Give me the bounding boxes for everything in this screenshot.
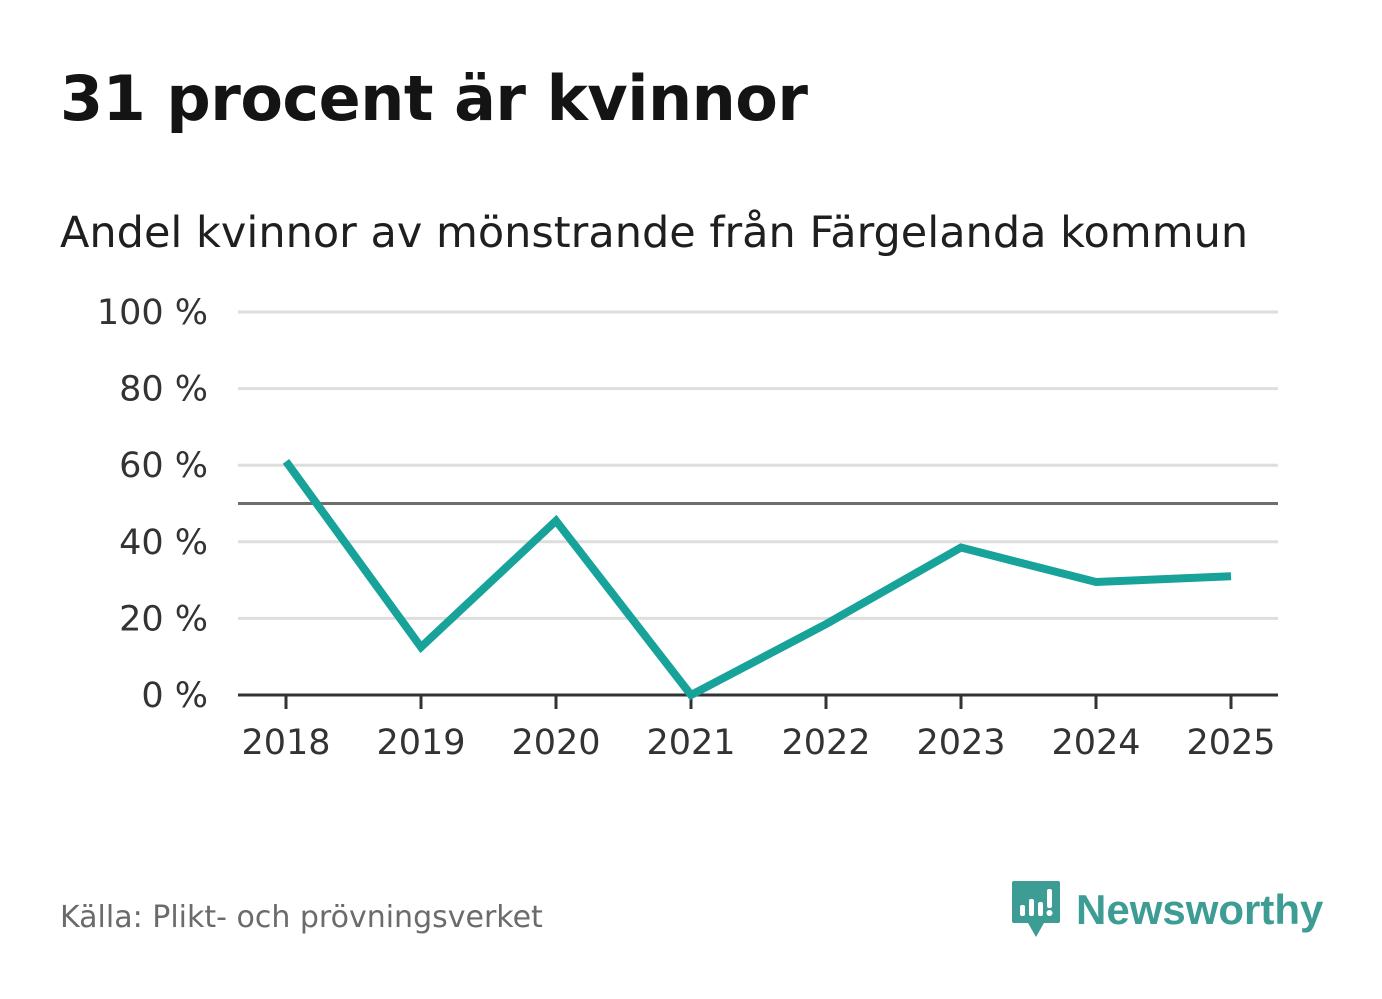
chart-headline: 31 procent är kvinnor bbox=[60, 62, 808, 135]
y-tick-label-20: 20 % bbox=[119, 599, 208, 639]
y-tick-label-0: 0 % bbox=[141, 676, 208, 716]
x-tick-label-2020: 2020 bbox=[511, 723, 600, 763]
x-tick-label-2018: 2018 bbox=[241, 723, 330, 763]
x-tick-label-2019: 2019 bbox=[376, 723, 465, 763]
y-tick-label-60: 60 % bbox=[119, 446, 208, 486]
x-tick-label-2025: 2025 bbox=[1186, 723, 1275, 763]
x-tick-label-2023: 2023 bbox=[916, 723, 1005, 763]
brand-name: Newsworthy bbox=[1076, 886, 1324, 933]
x-tick-label-2021: 2021 bbox=[646, 723, 735, 763]
brand-logo: Newsworthy bbox=[1010, 878, 1323, 942]
y-tick-label-40: 40 % bbox=[119, 523, 208, 563]
y-tick-label-80: 80 % bbox=[119, 370, 208, 410]
chart-subtitle: Andel kvinnor av mönstrande från Färgela… bbox=[60, 208, 1249, 258]
series-line-0 bbox=[282, 459, 1232, 701]
newsworthy-logo-icon bbox=[1012, 881, 1060, 937]
y-tick-label-100: 100 % bbox=[97, 293, 208, 333]
source-note: Källa: Plikt- och prövningsverket bbox=[60, 900, 543, 935]
x-tick-label-2024: 2024 bbox=[1051, 723, 1140, 763]
x-tick-label-2022: 2022 bbox=[781, 723, 870, 763]
